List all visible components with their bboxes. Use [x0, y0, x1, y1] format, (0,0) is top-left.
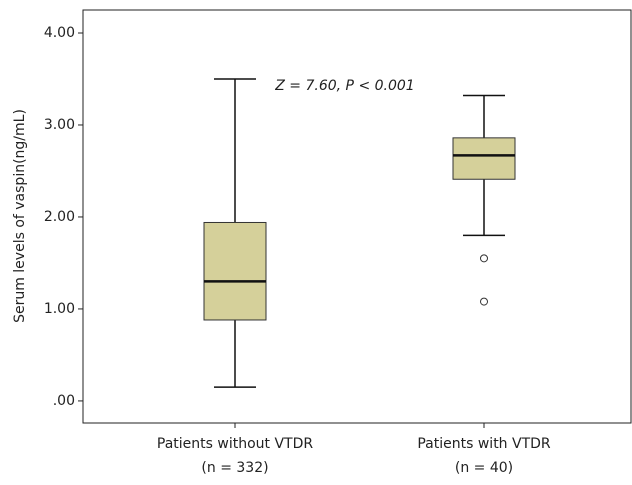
- plot-frame: [82, 9, 632, 424]
- outlier: [480, 254, 488, 263]
- box: [452, 137, 516, 180]
- y-tick-label: 2.00: [44, 209, 75, 225]
- y-tick-label: 1.00: [44, 301, 75, 317]
- y-tick-label: 4.00: [44, 25, 75, 41]
- y-tick-label: .00: [53, 393, 75, 409]
- y-tick-label: 3.00: [44, 117, 75, 133]
- x-tick-label: Patients without VTDR: [157, 436, 313, 452]
- box: [203, 221, 267, 321]
- x-tick-sublabel: (n = 40): [455, 460, 513, 476]
- y-axis-label: Serum levels of vaspin(ng/mL): [12, 109, 28, 323]
- x-tick-label: Patients with VTDR: [417, 436, 551, 452]
- outlier: [480, 297, 488, 306]
- x-tick-sublabel: (n = 332): [201, 460, 268, 476]
- annotation: Z = 7.60, P < 0.001: [274, 78, 414, 94]
